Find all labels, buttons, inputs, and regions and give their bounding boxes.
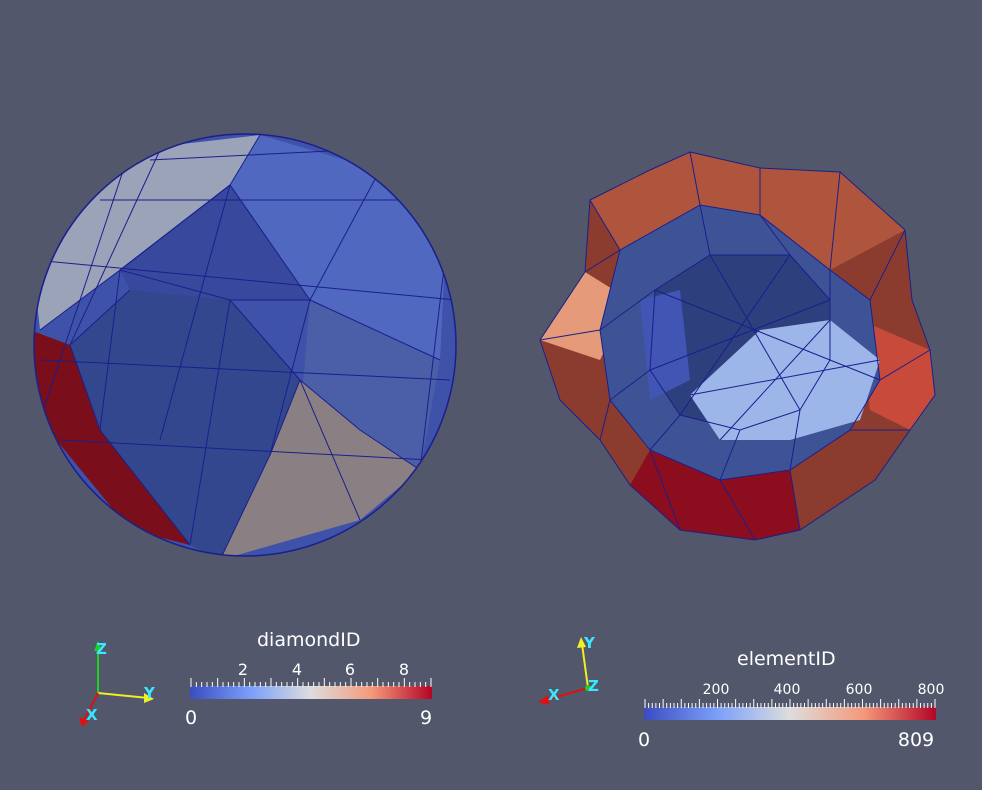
axis-label-y-right: Y	[584, 634, 595, 652]
range-min-right: 0	[637, 729, 651, 751]
range-max-right: 809	[897, 729, 935, 751]
sphere-mesh	[34, 134, 456, 556]
axis-label-x-right: X	[548, 686, 560, 704]
orientation-axes-left	[79, 641, 154, 727]
bowl-edges	[539, 151, 936, 541]
orientation-axes-right	[538, 637, 591, 705]
sphere-edges	[34, 134, 456, 556]
colorbar-left[interactable]	[190, 686, 432, 699]
axis-label-z-right: Z	[588, 677, 599, 695]
axis-label-x-left: X	[86, 706, 98, 724]
tick-label-right-400: 400	[773, 682, 801, 698]
range-max-left: 9	[419, 707, 433, 729]
legend-title-right: elementID	[737, 648, 836, 670]
axis-label-z-left: Z	[96, 640, 107, 658]
tick-label-left-8: 8	[398, 660, 410, 679]
bowl-mesh	[540, 152, 935, 540]
axis-label-y-left: Y	[144, 684, 155, 702]
sphere-outline	[33, 133, 457, 557]
tick-label-left-6: 6	[344, 660, 356, 679]
tick-label-left-4: 4	[291, 660, 303, 679]
colorbar-ticks-left	[190, 678, 432, 687]
tick-label-left-2: 2	[237, 660, 249, 679]
range-min-left: 0	[184, 707, 198, 729]
colorbar-right[interactable]	[644, 707, 936, 720]
tick-label-right-800: 800	[917, 682, 945, 698]
tick-label-right-200: 200	[702, 682, 730, 698]
tick-label-right-600: 600	[845, 682, 873, 698]
colorbar-ticks-right	[644, 699, 936, 708]
legend-title-left: diamondID	[257, 629, 361, 651]
